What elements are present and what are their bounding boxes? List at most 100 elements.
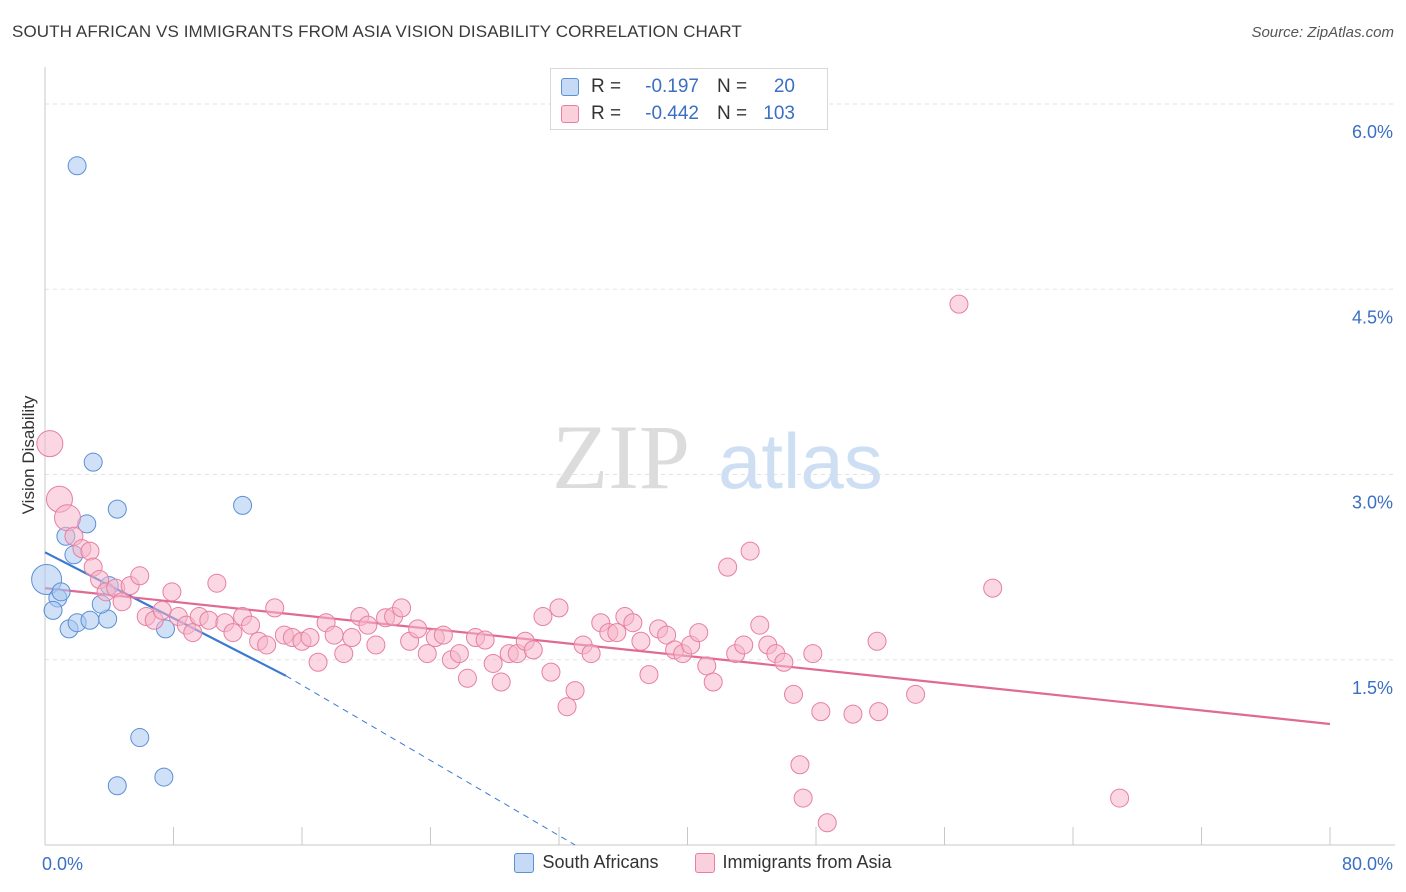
point-immigrants-from-asia — [392, 598, 412, 618]
trend-lines — [44, 551, 1331, 846]
point-immigrants-from-asia — [689, 623, 709, 643]
point-south-africans — [67, 156, 87, 176]
point-immigrants-from-asia — [803, 644, 823, 664]
point-immigrants-from-asia — [358, 615, 378, 635]
point-immigrants-from-asia — [906, 684, 926, 704]
point-immigrants-from-asia — [162, 582, 182, 602]
watermark-zip: ZIP — [552, 406, 690, 508]
x-tick-label: 0.0% — [42, 854, 83, 874]
watermark-atlas: atlas — [718, 417, 883, 505]
point-immigrants-from-asia — [811, 702, 831, 722]
y-tick-label: 4.5% — [1352, 307, 1393, 327]
series-legend: South Africans Immigrants from Asia — [0, 852, 1406, 873]
point-immigrants-from-asia — [457, 668, 477, 688]
data-points — [31, 156, 1130, 833]
grid-lines — [45, 103, 1395, 661]
legend-r-label: R = — [591, 103, 622, 124]
point-immigrants-from-asia — [265, 598, 285, 618]
chart-title: SOUTH AFRICAN VS IMMIGRANTS FROM ASIA VI… — [12, 22, 742, 41]
watermark: ZIP atlas — [552, 406, 883, 508]
point-immigrants-from-asia — [869, 702, 889, 722]
legend-swatch-immigrants-from-asia — [694, 852, 715, 873]
legend-item-south-africans[interactable]: South Africans — [514, 852, 659, 873]
y-axis-label: Vision Disability — [19, 395, 38, 514]
point-immigrants-from-asia — [557, 697, 577, 717]
legend-item-immigrants-from-asia[interactable]: Immigrants from Asia — [694, 852, 892, 873]
point-immigrants-from-asia — [183, 623, 203, 643]
point-immigrants-from-asia — [241, 615, 261, 635]
point-immigrants-from-asia — [793, 788, 813, 808]
legend-r-value: -0.197 — [645, 76, 699, 97]
point-south-africans — [51, 582, 71, 602]
point-immigrants-from-asia — [549, 598, 569, 618]
point-immigrants-from-asia — [483, 653, 503, 673]
point-immigrants-from-asia — [623, 613, 643, 633]
legend-swatch-south-africans — [561, 78, 579, 96]
tick-labels: 1.5% 3.0% 4.5% 6.0% 0.0% 80.0% — [42, 122, 1393, 874]
point-immigrants-from-asia — [342, 628, 362, 648]
legend-swatch-south-africans — [514, 852, 535, 873]
point-immigrants-from-asia — [983, 578, 1003, 598]
point-immigrants-from-asia — [80, 541, 100, 561]
point-immigrants-from-asia — [740, 541, 760, 561]
legend-row-immigrants-from-asia: R = -0.442 N = 103 — [561, 101, 795, 127]
point-immigrants-from-asia — [53, 504, 81, 532]
x-tick-label: 80.0% — [1342, 854, 1393, 874]
point-south-africans — [107, 499, 127, 519]
point-immigrants-from-asia — [334, 644, 354, 664]
point-immigrants-from-asia — [541, 662, 561, 682]
point-immigrants-from-asia — [790, 755, 810, 775]
point-immigrants-from-asia — [843, 704, 863, 724]
point-immigrants-from-asia — [734, 635, 754, 655]
y-tick-label: 6.0% — [1352, 122, 1393, 142]
legend-n-label: N = — [717, 76, 748, 97]
point-immigrants-from-asia — [657, 625, 677, 645]
trend-line-south-africans-extension — [285, 675, 576, 846]
point-immigrants-from-asia — [36, 430, 64, 458]
point-immigrants-from-asia — [308, 652, 328, 672]
point-immigrants-from-asia — [324, 625, 344, 645]
point-immigrants-from-asia — [607, 623, 627, 643]
point-immigrants-from-asia — [949, 294, 969, 314]
point-immigrants-from-asia — [784, 684, 804, 704]
legend-r-value: -0.442 — [645, 103, 699, 124]
point-south-africans — [107, 776, 127, 796]
point-immigrants-from-asia — [300, 628, 320, 648]
correlation-legend: R = -0.197 N = 20 R = -0.442 N = 103 — [550, 68, 828, 130]
point-south-africans — [154, 767, 174, 787]
legend-r-label: R = — [591, 76, 622, 97]
legend-swatch-immigrants-from-asia — [561, 105, 579, 123]
y-tick-label: 3.0% — [1352, 493, 1393, 513]
y-tick-label: 1.5% — [1352, 678, 1393, 698]
point-immigrants-from-asia — [449, 644, 469, 664]
legend-label-south-africans: South Africans — [542, 852, 659, 872]
point-immigrants-from-asia — [533, 607, 553, 627]
point-immigrants-from-asia — [366, 635, 386, 655]
point-immigrants-from-asia — [475, 630, 495, 650]
point-immigrants-from-asia — [718, 557, 738, 577]
legend-label-immigrants-from-asia: Immigrants from Asia — [722, 852, 892, 872]
point-immigrants-from-asia — [199, 610, 219, 630]
point-immigrants-from-asia — [433, 625, 453, 645]
point-immigrants-from-asia — [581, 644, 601, 664]
point-immigrants-from-asia — [491, 672, 511, 692]
point-immigrants-from-asia — [408, 619, 428, 639]
point-immigrants-from-asia — [750, 615, 770, 635]
point-immigrants-from-asia — [223, 623, 243, 643]
source-label: Source: ZipAtlas.com — [1251, 24, 1394, 41]
legend-n-value: 103 — [763, 103, 795, 124]
point-immigrants-from-asia — [1110, 788, 1130, 808]
point-immigrants-from-asia — [112, 592, 132, 612]
point-immigrants-from-asia — [817, 813, 837, 833]
point-immigrants-from-asia — [867, 631, 887, 651]
point-immigrants-from-asia — [417, 644, 437, 664]
legend-row-south-africans: R = -0.197 N = 20 — [561, 74, 795, 100]
point-immigrants-from-asia — [639, 665, 659, 685]
point-immigrants-from-asia — [774, 652, 794, 672]
point-immigrants-from-asia — [565, 681, 585, 701]
point-south-africans — [80, 610, 100, 630]
point-immigrants-from-asia — [257, 635, 277, 655]
point-south-africans — [130, 728, 150, 748]
point-immigrants-from-asia — [152, 600, 172, 620]
